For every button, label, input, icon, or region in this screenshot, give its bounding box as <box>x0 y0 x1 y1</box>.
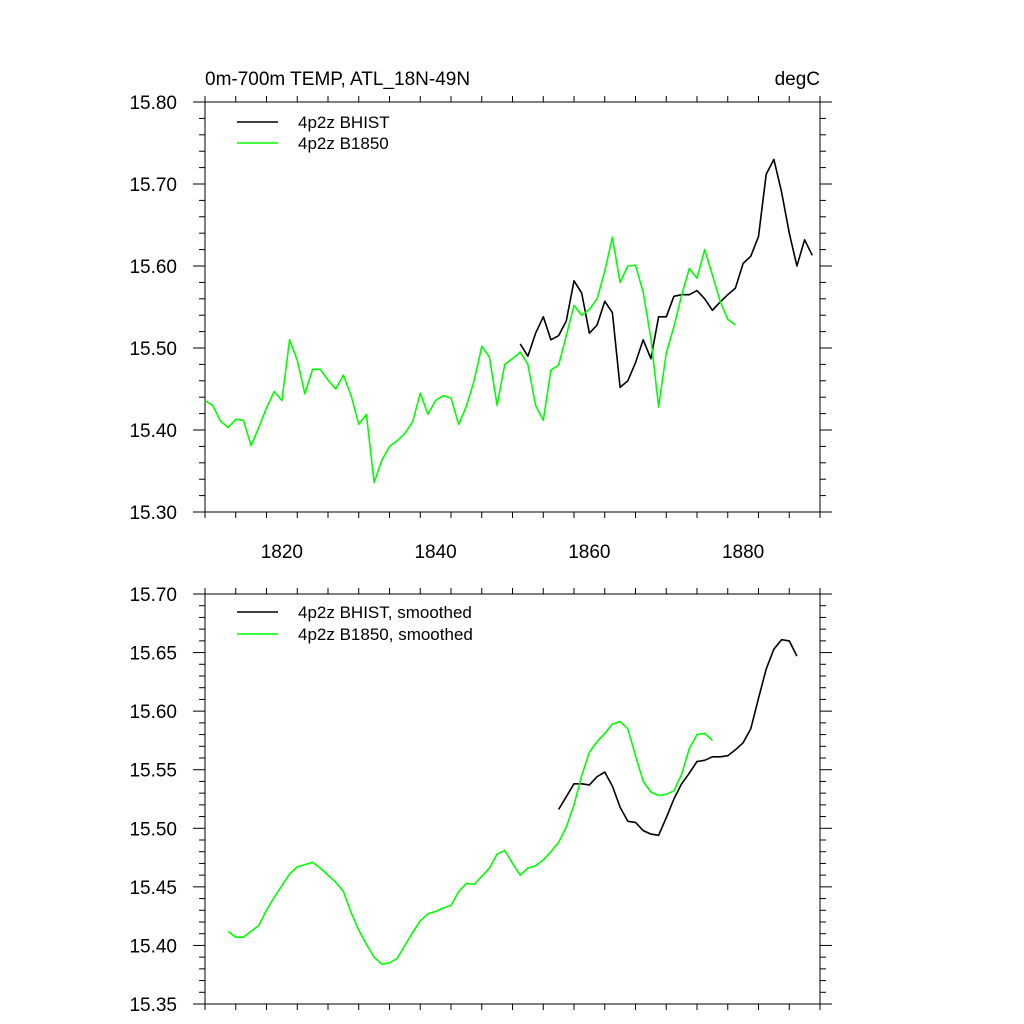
y-tick-label: 15.55 <box>129 761 177 782</box>
bottom-legend: 4p2z BHIST, smoothed 4p2z B1850, smoothe… <box>237 603 473 644</box>
legend-label-b1850: 4p2z B1850 <box>298 134 389 153</box>
top-chart-panel: 0m-700m TEMP, ATL_18N-49N degC 1820 1840 1… <box>129 69 832 563</box>
y-tick-label: 15.70 <box>129 175 177 196</box>
x-tick-label: 1840 <box>414 542 456 563</box>
y-tick-label: 15.60 <box>129 257 177 278</box>
y-tick-label: 15.65 <box>129 644 177 665</box>
x-tick-label: 1860 <box>568 542 610 563</box>
legend-label-bhist: 4p2z BHIST <box>298 113 390 132</box>
x-tick-label: 1820 <box>261 542 303 563</box>
bottom-chart-panel: 15.35 15.40 15.45 15.50 15.55 15.60 15.65 15.70… <box>129 585 832 1016</box>
bottom-series-lines <box>227 638 798 966</box>
top-series-lines <box>204 158 814 484</box>
legend-label-bhist-smoothed: 4p2z BHIST, smoothed <box>298 603 472 622</box>
y-tick-label: 15.40 <box>129 936 177 957</box>
series-line-bhist <box>519 158 814 389</box>
series-line-bhist <box>557 638 798 837</box>
y-tick-label: 15.30 <box>129 503 177 524</box>
units-label: degC <box>775 69 820 90</box>
plot-frame <box>204 593 821 1005</box>
top-legend: 4p2z BHIST 4p2z B1850 <box>237 113 390 153</box>
top-axes: 1820 1840 1860 1880 15.30 15.40 15.50 15.60 15.7… <box>129 93 832 563</box>
x-tick-label: 1880 <box>722 542 764 563</box>
plot-frame <box>204 101 821 513</box>
y-tick-label: 15.40 <box>129 421 177 442</box>
y-tick-label: 15.70 <box>129 585 177 606</box>
y-tick-label: 15.80 <box>129 93 177 114</box>
y-tick-label: 15.35 <box>129 995 177 1016</box>
y-tick-label: 15.45 <box>129 878 177 899</box>
y-tick-label: 15.60 <box>129 702 177 723</box>
y-tick-label: 15.50 <box>129 339 177 360</box>
y-tick-label: 15.50 <box>129 819 177 840</box>
bottom-axes: 15.35 15.40 15.45 15.50 15.55 15.60 15.65 15.70 <box>129 585 832 1016</box>
series-line-b1850 <box>204 236 736 484</box>
series-line-b1850 <box>227 720 713 966</box>
legend-label-b1850-smoothed: 4p2z B1850, smoothed <box>298 625 473 644</box>
chart-title: 0m-700m TEMP, ATL_18N-49N <box>205 69 470 90</box>
